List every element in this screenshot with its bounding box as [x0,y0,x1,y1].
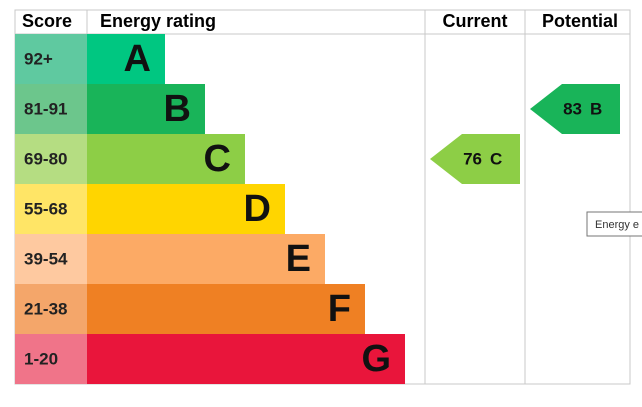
rating-letter: D [244,188,271,230]
rating-bar [87,84,205,134]
score: 55-68 [24,199,67,218]
rating-letter: E [286,238,311,280]
score-cell [15,334,87,384]
tooltip-box [586,211,642,237]
rating-letter: B [164,88,191,130]
rating-bar [87,334,405,384]
rating-bar [87,184,285,234]
score: 69-80 [24,149,67,168]
rating-bar [87,234,325,284]
header: Energy rating [100,11,216,31]
current-value: 76 [463,149,482,168]
score-cell [15,84,87,134]
rating-letter: F [328,288,351,330]
header: Score [22,11,72,31]
current-arrow [430,134,520,184]
header: Current [442,11,507,31]
score-cell [15,234,87,284]
potential-value: 83 [563,99,582,118]
score-cell [15,134,87,184]
score: 1-20 [24,349,58,368]
score-cell [15,284,87,334]
rating-letter: A [124,38,151,80]
rating-bar [87,134,245,184]
rating-bar [87,284,365,334]
score: 39-54 [24,249,68,268]
potential-letter: B [590,99,602,118]
rating-letter: C [204,138,231,180]
score-cell [15,34,87,84]
current-letter: C [490,149,502,168]
score: 21-38 [24,299,67,318]
potential-arrow [530,84,620,134]
rating-bar [87,34,165,84]
score: 81-91 [24,99,67,118]
score-cell [15,184,87,234]
score: 92+ [24,49,53,68]
tooltip: Energy e [595,219,639,231]
rating-letter: G [361,338,391,380]
header: Potential [542,11,618,31]
